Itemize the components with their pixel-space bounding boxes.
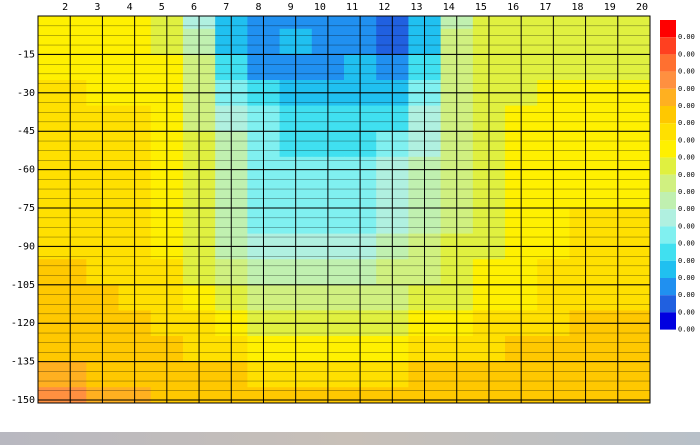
axes: 2 3 4 5 6 7 8 9 10 11 12 13 14 15 16 17 18 19 20 -15 -30 -45 -… xyxy=(11,2,648,406)
colorbar-swatch xyxy=(660,260,676,278)
hatch xyxy=(38,16,650,403)
x-tick-label: 17 xyxy=(539,2,551,13)
plot-frame xyxy=(37,15,651,404)
colorbar-label: 0.00 xyxy=(678,188,695,196)
colorbar-swatch xyxy=(660,226,676,244)
x-tick-label: 10 xyxy=(314,2,326,13)
x-tick-label: 11 xyxy=(346,2,358,13)
colorbar-swatch xyxy=(660,123,676,141)
x-tick-label: 4 xyxy=(127,2,133,13)
x-tick-label: 12 xyxy=(378,2,390,13)
colorbar-label: 0.00 xyxy=(678,222,695,230)
colorbar-label: 0.00 xyxy=(678,68,695,76)
colorbar-label: 0.00 xyxy=(678,326,695,334)
colorbar-label: 0.00 xyxy=(678,205,695,213)
colorbar-swatch xyxy=(660,174,676,192)
colorbar-swatch xyxy=(660,209,676,227)
x-tick-label: 9 xyxy=(288,2,294,13)
colorbar-label: 0.00 xyxy=(678,274,695,282)
x-tick-label: 6 xyxy=(191,2,197,13)
colorbar-label: 0.00 xyxy=(678,171,695,179)
colorbar-swatch xyxy=(660,140,676,158)
y-tick-label: -150 xyxy=(11,395,35,406)
colorbar-label: 0.00 xyxy=(678,85,695,93)
colorbar-swatch xyxy=(660,20,676,38)
y-tick-label: -60 xyxy=(17,165,35,176)
colorbar-label: 0.00 xyxy=(678,308,695,316)
y-tick-label: -90 xyxy=(17,241,35,252)
x-tick-label: 14 xyxy=(443,2,455,13)
colorbar-label: 0.00 xyxy=(678,257,695,265)
x-tick-label: 18 xyxy=(572,2,584,13)
colorbar-swatch xyxy=(660,192,676,210)
x-tick-label: 5 xyxy=(159,2,165,13)
y-tick-label: -75 xyxy=(17,203,35,214)
colorbar-swatch xyxy=(660,54,676,72)
colorbar-swatch xyxy=(660,295,676,313)
colorbar-swatch xyxy=(660,88,676,106)
colorbar-label: 0.00 xyxy=(678,240,695,248)
x-tick-label: 2 xyxy=(62,2,68,13)
colorbar-label: 0.00 xyxy=(678,102,695,110)
colorbar-swatch xyxy=(660,278,676,296)
y-tick-label: -120 xyxy=(11,318,35,329)
y-tick-label: -135 xyxy=(11,357,35,368)
x-tick-label: 16 xyxy=(507,2,519,13)
colorbar-swatch xyxy=(660,37,676,55)
colorbar-label: 0.00 xyxy=(678,119,695,127)
colorbar-swatch xyxy=(660,312,676,330)
y-tick-label: -105 xyxy=(11,280,35,291)
y-tick-label: -30 xyxy=(17,88,35,99)
x-tick-label: 19 xyxy=(604,2,616,13)
noise-strip xyxy=(0,432,700,445)
colorbar-label: 0.00 xyxy=(678,33,695,41)
colorbar-swatch xyxy=(660,243,676,261)
colorbar: 0.00 0.00 0.00 0.00 0.00 0.00 0.00 0.00 0.00 0.00… xyxy=(660,20,695,334)
colorbar-swatch xyxy=(660,71,676,89)
y-tick-label: -45 xyxy=(17,126,35,137)
x-tick-label: 3 xyxy=(94,2,100,13)
colorbar-label: 0.00 xyxy=(678,50,695,58)
colorbar-label: 0.00 xyxy=(678,291,695,299)
x-tick-label: 8 xyxy=(255,2,261,13)
colorbar-swatch xyxy=(660,157,676,175)
x-tick-label: 7 xyxy=(223,2,229,13)
x-tick-label: 20 xyxy=(636,2,648,13)
colorbar-swatch xyxy=(660,106,676,124)
x-tick-label: 15 xyxy=(475,2,487,13)
colorbar-label: 0.00 xyxy=(678,136,695,144)
x-tick-label: 13 xyxy=(410,2,422,13)
grid xyxy=(38,16,651,403)
y-tick-label: -15 xyxy=(17,49,35,60)
colorbar-label: 0.00 xyxy=(678,154,695,162)
